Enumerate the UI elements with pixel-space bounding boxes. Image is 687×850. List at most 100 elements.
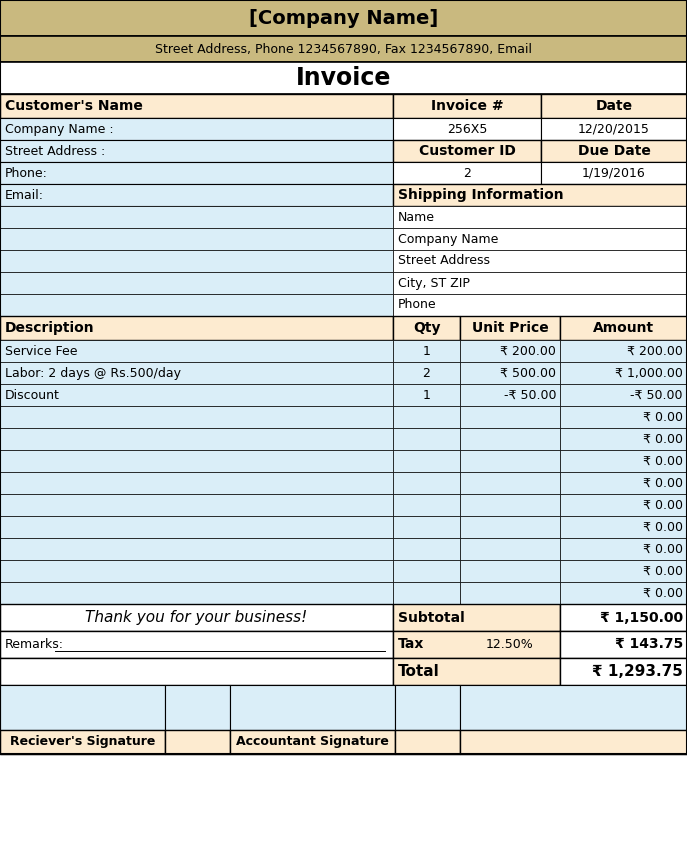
Text: Remarks:: Remarks: <box>5 638 64 651</box>
Bar <box>393 560 460 582</box>
Bar <box>393 428 460 450</box>
Bar <box>393 631 560 658</box>
Bar <box>0 472 393 494</box>
Text: 1: 1 <box>423 388 431 401</box>
Bar <box>0 316 393 340</box>
Text: Total: Total <box>398 664 440 679</box>
Bar <box>460 494 560 516</box>
Text: -₹ 50.00: -₹ 50.00 <box>504 388 556 401</box>
Text: Service Fee: Service Fee <box>5 344 78 358</box>
Text: Invoice #: Invoice # <box>431 99 504 113</box>
Text: Tax: Tax <box>398 638 425 651</box>
Bar <box>560 384 687 406</box>
Bar <box>0 685 165 730</box>
Text: Labor: 2 days @ Rs.500/day: Labor: 2 days @ Rs.500/day <box>5 366 181 379</box>
Text: Name: Name <box>398 211 435 224</box>
Bar <box>393 494 460 516</box>
Bar <box>0 428 393 450</box>
Text: -₹ 50.00: -₹ 50.00 <box>631 388 683 401</box>
Text: ₹ 0.00: ₹ 0.00 <box>643 455 683 468</box>
Bar <box>0 62 687 94</box>
Text: ₹ 1,293.75: ₹ 1,293.75 <box>592 664 683 679</box>
Text: 1/19/2016: 1/19/2016 <box>582 167 646 179</box>
Text: Subtotal: Subtotal <box>398 610 464 625</box>
Bar <box>393 450 460 472</box>
Bar <box>393 250 687 272</box>
Bar <box>460 730 687 754</box>
Bar <box>560 472 687 494</box>
Bar <box>560 631 687 658</box>
Bar <box>0 94 393 118</box>
Text: ₹ 500.00: ₹ 500.00 <box>500 366 556 379</box>
Bar <box>0 658 393 685</box>
Text: Accountant Signature: Accountant Signature <box>236 735 389 749</box>
Bar <box>393 184 687 206</box>
Bar <box>0 516 393 538</box>
Text: Unit Price: Unit Price <box>471 321 548 335</box>
Text: ₹ 0.00: ₹ 0.00 <box>643 498 683 512</box>
Bar <box>0 228 393 250</box>
Bar <box>460 582 560 604</box>
Bar <box>0 250 393 272</box>
Text: Discount: Discount <box>5 388 60 401</box>
Bar <box>393 604 560 631</box>
Bar <box>560 340 687 362</box>
Bar <box>0 162 393 184</box>
Bar <box>460 560 560 582</box>
Bar <box>230 685 395 730</box>
Text: Description: Description <box>5 321 95 335</box>
Bar <box>393 206 687 228</box>
Text: Invoice: Invoice <box>296 66 391 90</box>
Bar <box>395 730 460 754</box>
Bar <box>0 560 393 582</box>
Bar <box>0 582 393 604</box>
Bar <box>560 560 687 582</box>
Bar <box>393 658 560 685</box>
Bar <box>460 450 560 472</box>
Text: ₹ 143.75: ₹ 143.75 <box>615 638 683 651</box>
Text: ₹ 200.00: ₹ 200.00 <box>627 344 683 358</box>
Text: 2: 2 <box>463 167 471 179</box>
Bar <box>393 272 687 294</box>
Bar <box>560 582 687 604</box>
Text: Company Name: Company Name <box>398 233 498 246</box>
Bar <box>0 118 393 140</box>
Bar <box>0 184 393 206</box>
Bar <box>460 384 560 406</box>
Bar <box>230 730 395 754</box>
Bar <box>0 36 687 62</box>
Bar <box>0 0 687 754</box>
Text: ₹ 1,150.00: ₹ 1,150.00 <box>600 610 683 625</box>
Bar <box>393 406 460 428</box>
Text: 2: 2 <box>423 366 431 379</box>
Bar <box>0 140 393 162</box>
Bar <box>560 516 687 538</box>
Text: ₹ 0.00: ₹ 0.00 <box>643 477 683 490</box>
Bar <box>560 316 687 340</box>
Text: ₹ 0.00: ₹ 0.00 <box>643 586 683 599</box>
Bar <box>460 428 560 450</box>
Text: Thank you for your business!: Thank you for your business! <box>85 610 308 625</box>
Bar <box>0 450 393 472</box>
Bar <box>560 538 687 560</box>
Text: 12.50%: 12.50% <box>486 638 534 651</box>
Bar <box>0 0 687 36</box>
Bar <box>0 362 393 384</box>
Text: Customer's Name: Customer's Name <box>5 99 143 113</box>
Text: Street Address, Phone 1234567890, Fax 1234567890, Email: Street Address, Phone 1234567890, Fax 12… <box>155 42 532 55</box>
Text: 12/20/2015: 12/20/2015 <box>578 122 650 135</box>
Bar <box>560 406 687 428</box>
Bar <box>0 272 393 294</box>
Bar <box>0 631 393 658</box>
Text: Reciever's Signature: Reciever's Signature <box>10 735 155 749</box>
Bar <box>0 0 687 754</box>
Bar <box>460 472 560 494</box>
Bar <box>460 362 560 384</box>
Bar <box>560 658 687 685</box>
Text: ₹ 200.00: ₹ 200.00 <box>500 344 556 358</box>
Text: Phone: Phone <box>398 298 437 311</box>
Text: ₹ 0.00: ₹ 0.00 <box>643 520 683 534</box>
Bar <box>393 472 460 494</box>
Text: 256X5: 256X5 <box>447 122 487 135</box>
Text: [Company Name]: [Company Name] <box>249 8 438 27</box>
